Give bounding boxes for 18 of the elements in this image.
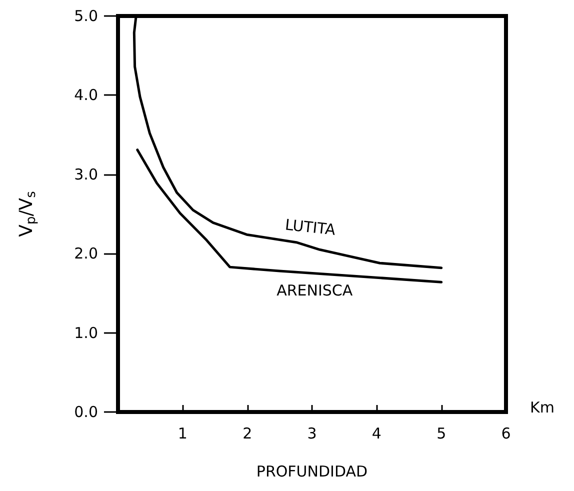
x-tick-label: 1 <box>178 424 188 442</box>
x-tick-label: 2 <box>242 424 252 442</box>
y-axis-title: Vp/Vs <box>16 190 39 237</box>
x-tick-label: 6 <box>501 424 511 442</box>
text: LUTITA <box>284 216 338 239</box>
y-tick-label: 0.0 <box>74 403 98 421</box>
y-tick-label: 4.0 <box>74 86 98 104</box>
y-tick-label: 3.0 <box>74 165 98 184</box>
x-tick-label: 5 <box>436 424 446 442</box>
x-tick-label: 3 <box>307 424 317 442</box>
y-tick-label: 1.0 <box>74 324 98 342</box>
y-tick-label: 5.0 <box>74 7 98 25</box>
series-label: ARENISCA <box>276 281 354 300</box>
x-tick-label: 4 <box>372 424 382 442</box>
text: Km <box>530 398 554 416</box>
x-axis-title: PROFUNDIDAD <box>256 462 368 480</box>
line-series <box>136 148 443 284</box>
y-tick-label: 2.0 <box>74 244 98 263</box>
